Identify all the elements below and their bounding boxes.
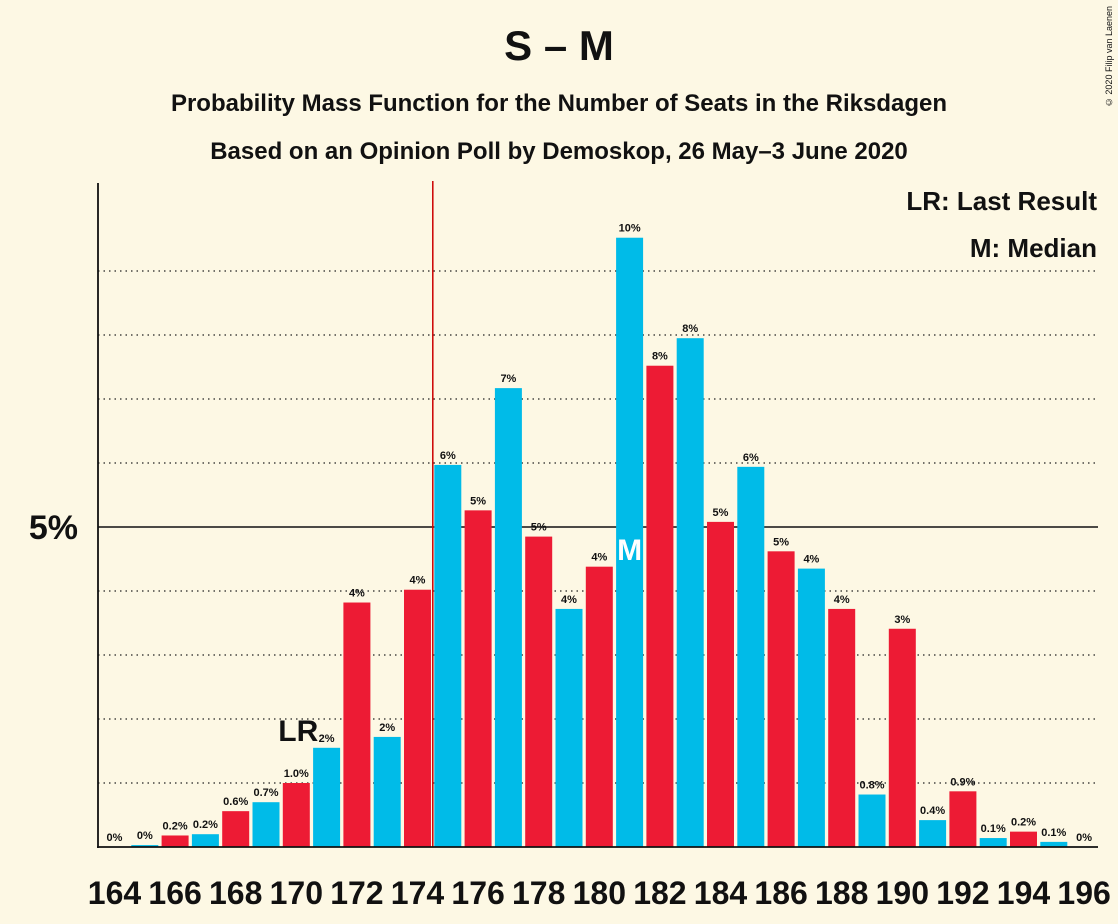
bar-label-164: 0% (107, 832, 123, 844)
x-tick-label-180: 180 (573, 875, 626, 911)
bar-179 (555, 608, 583, 847)
x-tick-label-190: 190 (876, 875, 929, 911)
x-tick-label-166: 166 (148, 875, 201, 911)
annotations: LR M LR: Last Result M: Median (278, 181, 1097, 847)
bar-label-166: 0.2% (163, 820, 188, 832)
bar-label-192: 0.9% (950, 776, 975, 788)
bar-label-179: 4% (561, 594, 577, 606)
bar-174 (404, 589, 431, 847)
bar-label-178: 5% (531, 522, 547, 534)
bar-183 (676, 338, 704, 847)
bar-label-177: 7% (500, 373, 516, 385)
bar-188 (828, 608, 856, 847)
bar-label-165: 0% (137, 830, 153, 842)
grid-lines (98, 270, 1098, 784)
bar-187 (797, 568, 825, 847)
bar-180 (585, 566, 613, 847)
median-marker: M (617, 534, 642, 567)
bar-label-188: 4% (834, 594, 850, 606)
bar-185 (737, 466, 765, 847)
bar-label-184: 5% (713, 507, 729, 519)
bars (131, 237, 1068, 848)
bar-195 (1040, 841, 1068, 847)
bar-178 (525, 536, 553, 847)
legend-last-result: LR: Last Result (906, 186, 1097, 216)
x-tick-label-188: 188 (815, 875, 868, 911)
bar-label-191: 0.4% (920, 805, 945, 817)
bar-173 (373, 736, 401, 847)
x-tick-label-164: 164 (88, 875, 142, 911)
x-tick-label-184: 184 (694, 875, 748, 911)
bar-181 (616, 237, 644, 848)
bar-label-167: 0.2% (193, 819, 218, 831)
bar-167 (191, 834, 219, 847)
bar-193 (979, 838, 1007, 847)
bar-label-196: 0% (1076, 832, 1092, 844)
bar-166 (161, 835, 189, 847)
axes: 5% 164 166 168 170 172 174 176 178 180 182 184 186 18… (29, 183, 1111, 911)
bar-label-187: 4% (803, 554, 819, 566)
x-tick-label-192: 192 (936, 875, 989, 911)
bar-189 (858, 794, 886, 847)
bar-194 (1010, 831, 1037, 847)
x-tick-label-182: 182 (633, 875, 686, 911)
chart-subtitle-2: Based on an Opinion Poll by Demoskop, 26… (210, 138, 908, 165)
chart-title: S – M (504, 22, 614, 69)
bar-label-176: 5% (470, 495, 486, 507)
bar-label-168: 0.6% (223, 796, 248, 808)
bar-label-172: 4% (349, 588, 365, 600)
bar-190 (888, 628, 916, 847)
bar-177 (494, 388, 522, 847)
x-tick-label-186: 186 (754, 875, 807, 911)
bar-label-193: 0.1% (981, 823, 1006, 835)
bar-184 (707, 521, 734, 847)
x-tick-label-176: 176 (451, 875, 504, 911)
bar-172 (343, 602, 371, 847)
bar-175 (434, 464, 462, 847)
last-result-marker: LR (278, 715, 318, 748)
bar-label-189: 0.8% (859, 780, 884, 792)
bar-182 (646, 365, 674, 847)
x-tick-label-168: 168 (209, 875, 262, 911)
bar-label-195: 0.1% (1041, 827, 1066, 839)
bar-label-194: 0.2% (1011, 817, 1036, 829)
bar-label-174: 4% (410, 575, 426, 587)
bar-168 (222, 811, 250, 847)
bar-label-170: 1.0% (284, 768, 309, 780)
bar-label-183: 8% (682, 323, 698, 335)
bar-label-171: 2% (319, 733, 335, 745)
y-tick-label: 5% (29, 509, 78, 547)
x-tick-label-178: 178 (512, 875, 565, 911)
bar-label-180: 4% (591, 552, 607, 564)
bar-label-169: 0.7% (253, 787, 278, 799)
bar-label-173: 2% (379, 722, 395, 734)
x-tick-label-196: 196 (1057, 875, 1110, 911)
bar-186 (767, 551, 795, 847)
bar-169 (252, 802, 280, 847)
bar-192 (949, 791, 977, 847)
x-tick-label-170: 170 (270, 875, 323, 911)
bar-label-185: 6% (743, 452, 759, 464)
bar-label-186: 5% (773, 536, 789, 548)
bar-191 (919, 820, 947, 847)
bar-label-181: 10% (619, 223, 641, 235)
bar-170 (282, 783, 310, 847)
bar-label-175: 6% (440, 450, 456, 462)
bar-labels: 0% 0% 0.2% 0.2% 0.6% 0.7% 1.0% 2% 4% 2% 4% 6% 5% 7% 5%… (107, 223, 1093, 844)
x-tick-label-174: 174 (391, 875, 445, 911)
bar-176 (464, 510, 492, 847)
legend-median: M: Median (970, 233, 1097, 263)
x-tick-label-172: 172 (330, 875, 383, 911)
x-tick-label-194: 194 (997, 875, 1051, 911)
bar-label-182: 8% (652, 351, 668, 363)
bar-171 (313, 747, 341, 847)
bar-label-190: 3% (894, 614, 910, 626)
bar-165 (131, 845, 159, 847)
chart-subtitle: Probability Mass Function for the Number… (170, 90, 948, 117)
